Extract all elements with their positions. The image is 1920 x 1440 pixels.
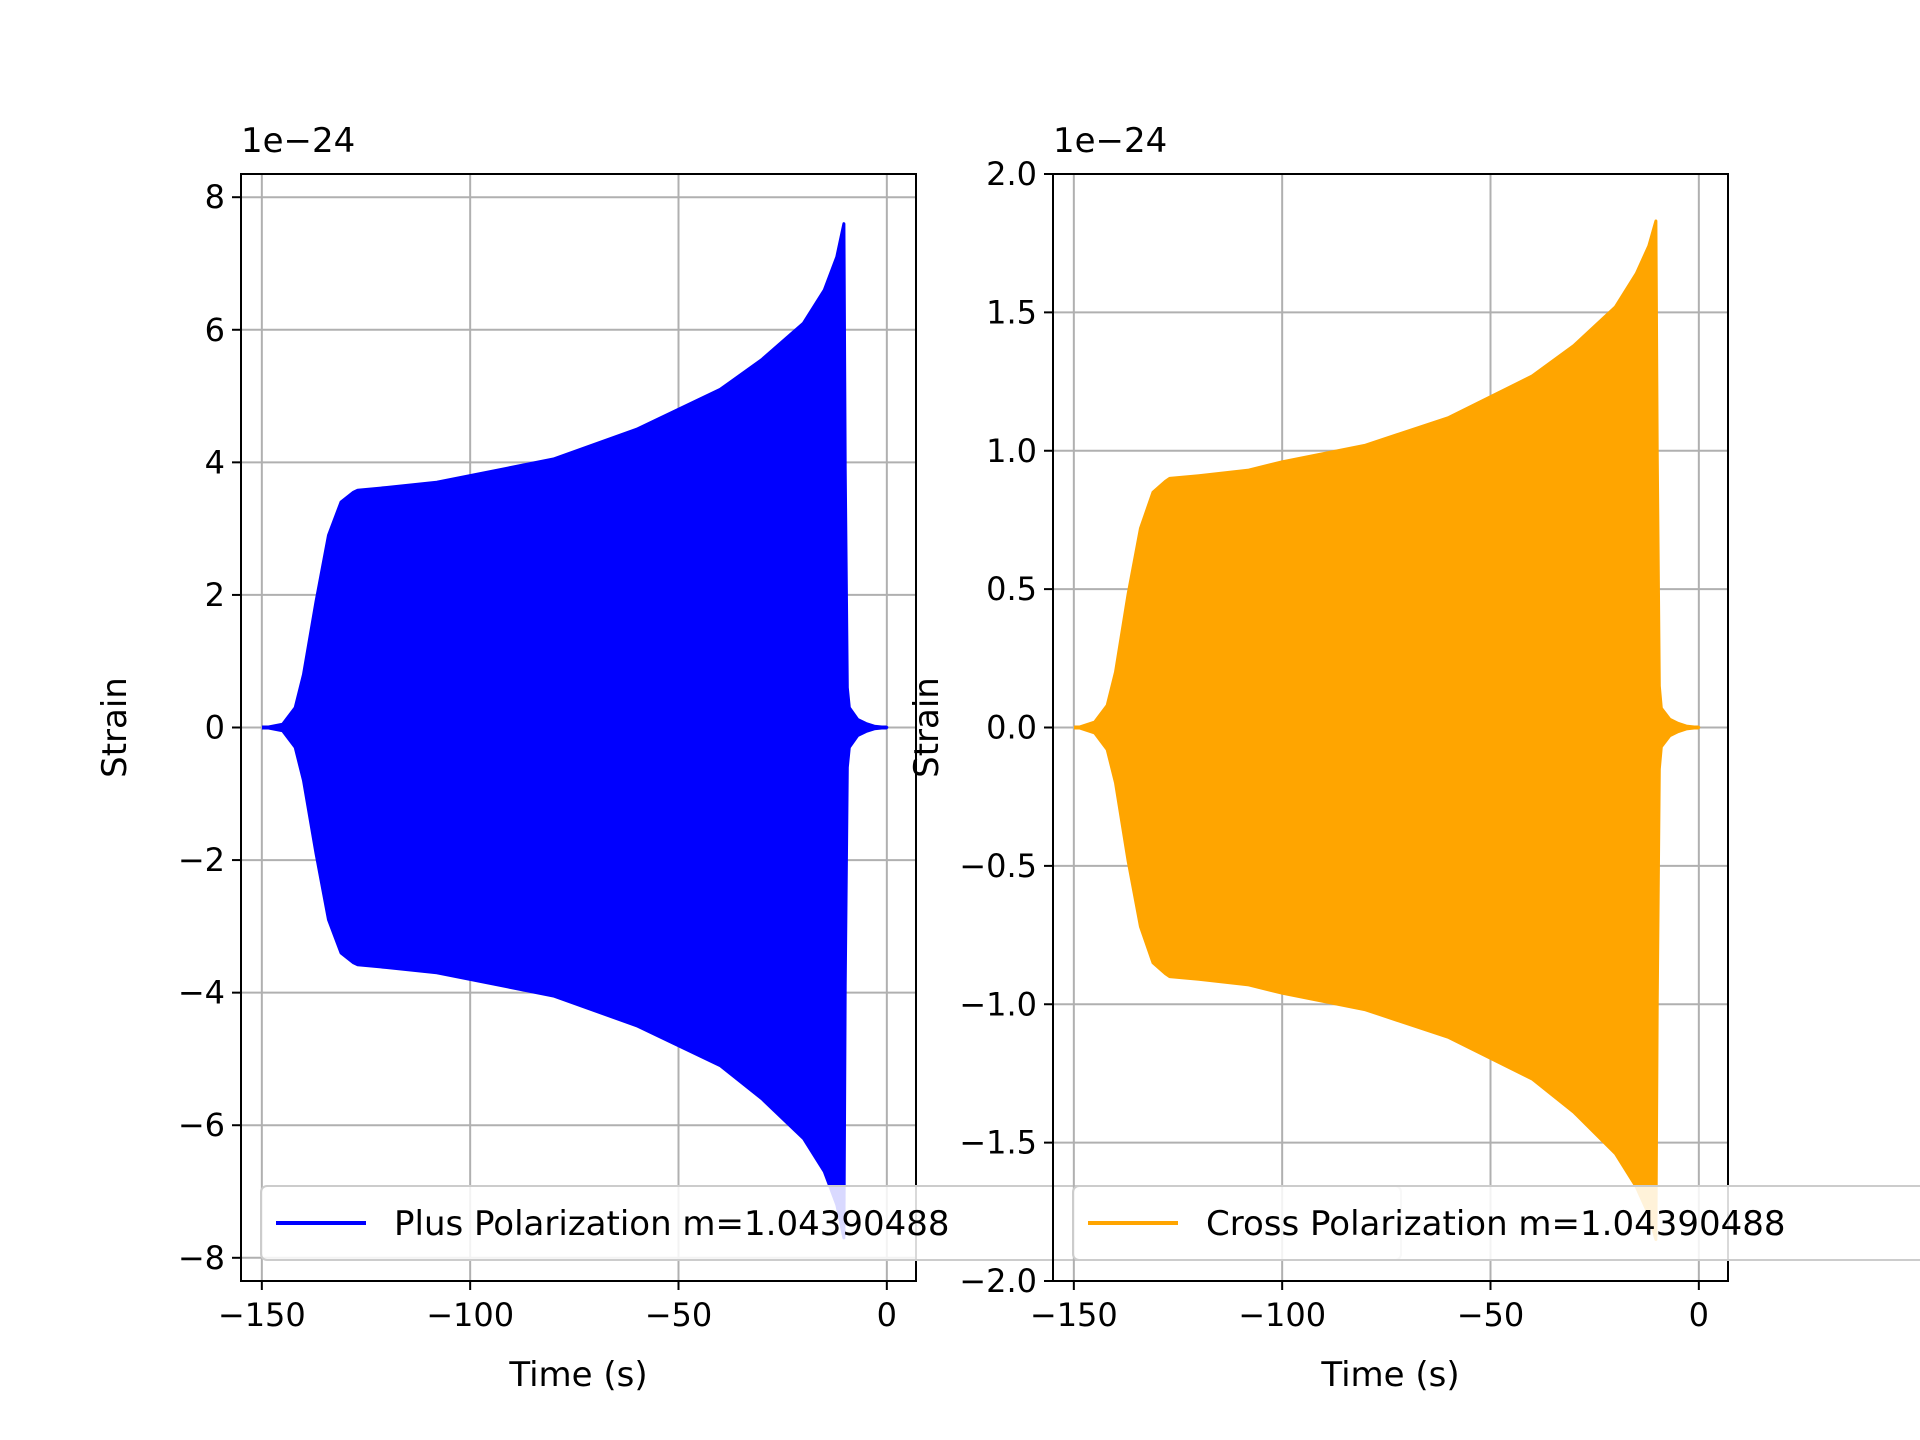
y-tick-label: −2 bbox=[178, 841, 225, 879]
x-tick-label: −150 bbox=[1030, 1296, 1118, 1334]
y-axis-label: Strain bbox=[95, 677, 135, 778]
legend-entry-label: Plus Polarization m=1.04390488 bbox=[394, 1204, 950, 1244]
legend-entry-label: Cross Polarization m=1.04390488 bbox=[1206, 1204, 1786, 1244]
y-tick-label: 6 bbox=[205, 311, 225, 349]
legend-box bbox=[1072, 1185, 1920, 1261]
y-tick-label: 2 bbox=[205, 576, 225, 614]
x-axis-label: Time (s) bbox=[1320, 1355, 1459, 1395]
y-offset-label: 1e−24 bbox=[241, 121, 355, 161]
cross-polarization-panel: −150 −100 −50 0 −2.0 −1.5 −1.0 −0.5 0.0 0.5 1.0 1.5… bbox=[907, 121, 1920, 1395]
y-tick-label: −8 bbox=[178, 1239, 225, 1277]
y-tick-label: 8 bbox=[205, 178, 225, 216]
y-tick-label: −0.5 bbox=[959, 847, 1037, 885]
y-offset-label: 1e−24 bbox=[1053, 121, 1167, 161]
y-tick-label: 1.5 bbox=[986, 293, 1037, 331]
series-waveform-fill bbox=[264, 222, 889, 1240]
y-tick-label: 0.0 bbox=[986, 709, 1037, 747]
y-tick-label: 4 bbox=[205, 443, 225, 481]
y-tick-label: 0 bbox=[205, 709, 225, 747]
y-tick-label: 1.0 bbox=[986, 432, 1037, 470]
x-tick-label: −100 bbox=[1238, 1296, 1326, 1334]
y-axis-label: Strain bbox=[907, 677, 947, 778]
series-waveform-fill bbox=[1076, 219, 1701, 1241]
x-axis-label: Time (s) bbox=[508, 1355, 647, 1395]
y-tick-label: 0.5 bbox=[986, 570, 1037, 608]
y-tick-label: −2.0 bbox=[959, 1262, 1037, 1300]
y-tick-label: −1.0 bbox=[959, 985, 1037, 1023]
x-tick-label: −150 bbox=[218, 1296, 306, 1334]
y-tick-label: −6 bbox=[178, 1106, 225, 1144]
x-tick-label: −50 bbox=[1457, 1296, 1525, 1334]
x-tick-label: 0 bbox=[1689, 1296, 1709, 1334]
y-tick-label: −4 bbox=[178, 974, 225, 1012]
legend: Cross Polarization m=1.04390488 bbox=[1072, 1185, 1920, 1261]
x-tick-label: −100 bbox=[426, 1296, 514, 1334]
x-tick-label: −50 bbox=[645, 1296, 713, 1334]
x-tick-label: 0 bbox=[877, 1296, 897, 1334]
y-tick-label: 2.0 bbox=[986, 155, 1037, 193]
y-tick-label: −1.5 bbox=[959, 1124, 1037, 1162]
